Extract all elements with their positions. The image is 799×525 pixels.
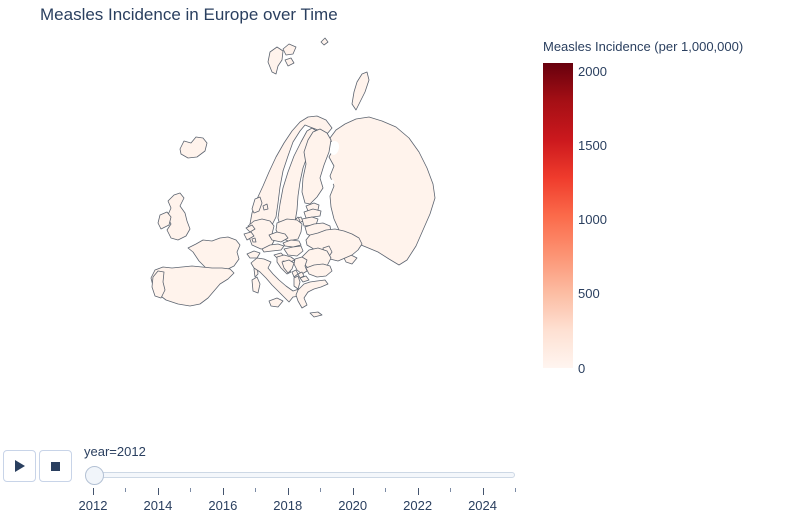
country-russia[interactable] [328, 116, 436, 266]
slider-current-label: year=2012 [84, 444, 146, 459]
country-kosovo[interactable] [297, 271, 305, 279]
slider-year-label: 2014 [143, 498, 173, 513]
white-sea [330, 140, 340, 155]
island-zealand[interactable] [262, 203, 269, 211]
country-montenegro[interactable] [291, 269, 299, 278]
slider-tick [450, 488, 452, 492]
country-portugal[interactable] [151, 270, 166, 299]
island-novaya-zemlya[interactable] [351, 71, 370, 111]
colorbar-tick-label: 1500 [578, 137, 607, 153]
island-nordaustlandet[interactable] [282, 43, 297, 56]
slider-track[interactable] [93, 472, 515, 478]
country-latvia[interactable] [303, 208, 322, 219]
slider-tick [125, 488, 127, 492]
slider-tick [255, 488, 257, 492]
country-switzerland[interactable] [246, 250, 261, 259]
slider-tick [287, 488, 289, 495]
country-bosnia-and-herzegovina[interactable] [281, 259, 295, 274]
country-serbia[interactable] [293, 256, 308, 275]
country-netherlands[interactable] [245, 224, 256, 233]
country-slovakia[interactable] [282, 239, 302, 248]
slider-year-label: 2018 [273, 498, 303, 513]
country-iceland[interactable] [179, 136, 208, 159]
colorbar-gradient [543, 63, 573, 368]
country-albania[interactable] [293, 275, 301, 290]
page-title: Measles Incidence in Europe over Time [40, 5, 338, 24]
country-luxembourg[interactable] [251, 237, 257, 243]
slider-year-label: 2022 [403, 498, 433, 513]
lake-onega [327, 179, 335, 185]
slider-year-label: 2016 [208, 498, 238, 513]
slider-year-label: 2020 [338, 498, 368, 513]
slider-tick [385, 488, 387, 492]
play-button[interactable] [3, 450, 36, 482]
country-north-macedonia[interactable] [299, 275, 310, 283]
slider-tick [352, 488, 354, 495]
country-estonia[interactable] [305, 202, 320, 212]
country-austria[interactable] [261, 243, 285, 253]
country-greece[interactable] [295, 279, 329, 309]
slider-year-label: 2012 [78, 498, 108, 513]
island-kvitoya[interactable] [320, 37, 329, 46]
island-sicily[interactable] [268, 297, 284, 308]
slider-year-label: 2024 [468, 498, 497, 513]
country-ireland[interactable] [157, 211, 172, 230]
slider-handle[interactable] [85, 466, 104, 485]
colorbar-tick-label: 1000 [578, 212, 607, 227]
country-czechia[interactable] [268, 231, 289, 243]
country-denmark[interactable] [251, 196, 263, 214]
country-finland[interactable] [301, 128, 332, 205]
country-bulgaria[interactable] [305, 263, 333, 278]
country-spain[interactable] [150, 265, 235, 307]
slider-tick [222, 488, 224, 495]
island-edgeoya[interactable] [284, 57, 295, 67]
country-hungary[interactable] [283, 245, 304, 257]
slider-tick [190, 488, 192, 492]
island-sardinia[interactable] [251, 276, 261, 294]
slider-tick [417, 488, 419, 495]
island-crete[interactable] [309, 311, 323, 318]
slider-tick [320, 488, 322, 492]
colorbar-tick-label: 0 [578, 360, 586, 376]
island-svalbard[interactable] [267, 46, 284, 75]
stop-icon [51, 461, 60, 471]
stop-button[interactable] [39, 450, 72, 482]
colorbar-title: Measles Incidence (per 1,000,000) [543, 39, 744, 54]
slider-tick [482, 488, 484, 495]
country-france[interactable] [187, 236, 241, 272]
colorbar-tick-label: 2000 [578, 63, 607, 79]
slider-tick [93, 488, 94, 495]
slider-tick [157, 488, 159, 495]
slider-tick [515, 488, 516, 492]
colorbar-tick-label: 500 [578, 286, 600, 302]
play-icon [14, 460, 25, 472]
country-belgium[interactable] [243, 231, 255, 241]
